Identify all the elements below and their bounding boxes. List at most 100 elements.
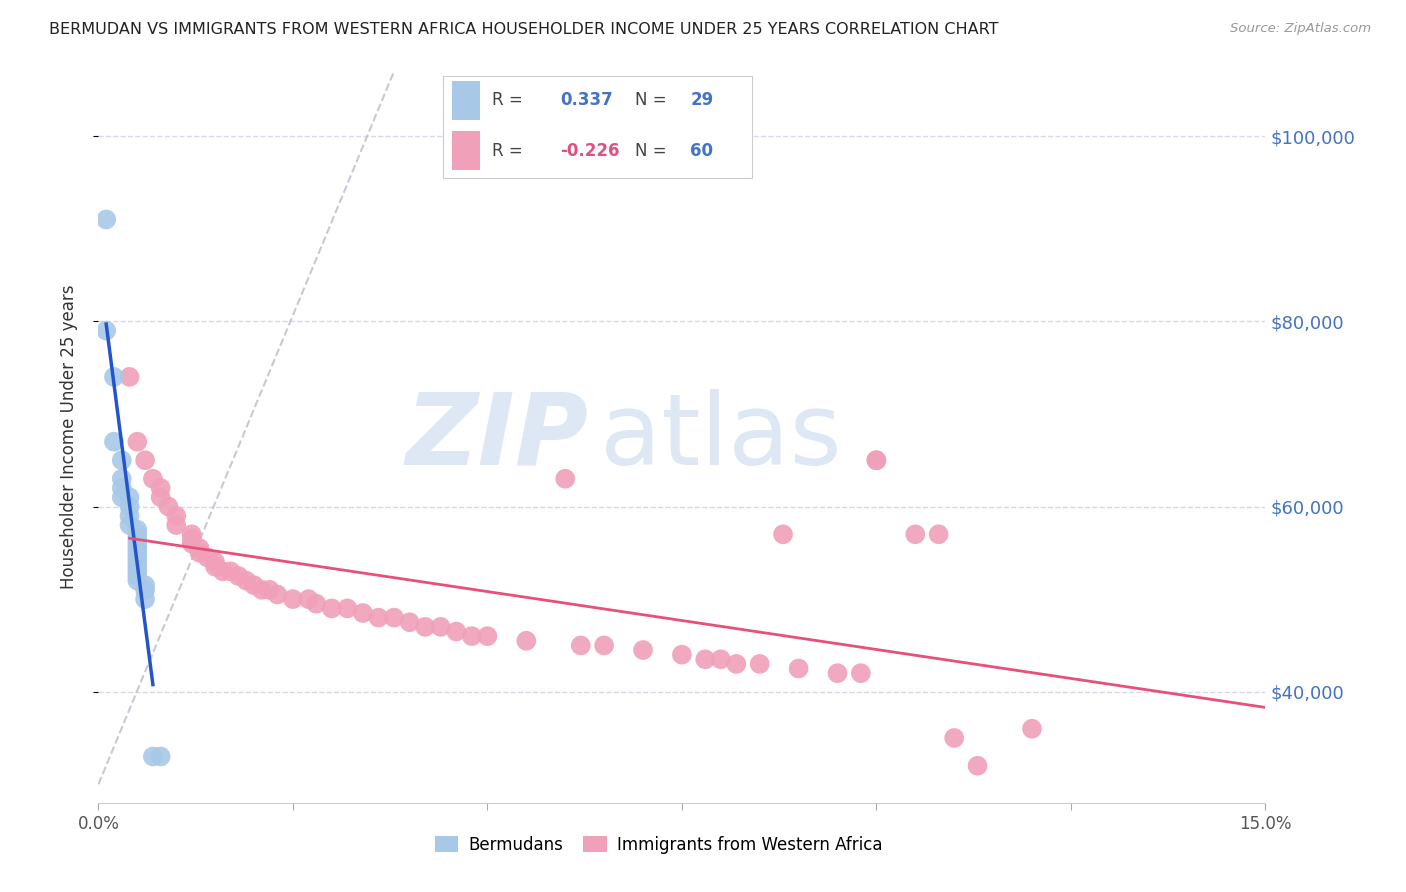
Point	[943, 731, 966, 745]
Point	[134, 582, 156, 597]
FancyBboxPatch shape	[453, 81, 479, 120]
Point	[695, 652, 717, 666]
Point	[477, 629, 499, 643]
Point	[398, 615, 420, 630]
Point	[228, 569, 250, 583]
Point	[928, 527, 950, 541]
Point	[297, 592, 319, 607]
Point	[149, 481, 172, 495]
Point	[103, 370, 125, 384]
Point	[461, 629, 484, 643]
Point	[865, 453, 887, 467]
Point	[748, 657, 770, 671]
Point	[127, 536, 149, 550]
Point	[569, 639, 592, 653]
Text: 0.337: 0.337	[561, 92, 613, 110]
Point	[118, 500, 141, 514]
Point	[142, 472, 165, 486]
Point	[127, 565, 149, 579]
Point	[188, 541, 211, 556]
Point	[127, 541, 149, 556]
Point	[127, 550, 149, 565]
Point	[367, 610, 389, 624]
Text: ZIP: ZIP	[405, 389, 589, 485]
Point	[281, 592, 304, 607]
Point	[180, 536, 202, 550]
Point	[321, 601, 343, 615]
Text: N =: N =	[634, 142, 666, 160]
Point	[250, 582, 273, 597]
Point	[111, 490, 134, 504]
FancyBboxPatch shape	[453, 131, 479, 170]
Point	[865, 453, 887, 467]
Point	[111, 481, 134, 495]
Point	[266, 587, 288, 601]
Point	[243, 578, 266, 592]
Point	[710, 652, 733, 666]
Point	[127, 527, 149, 541]
Point	[204, 559, 226, 574]
Point	[165, 508, 187, 523]
Point	[336, 601, 359, 615]
Point	[111, 453, 134, 467]
Point	[827, 666, 849, 681]
Point	[515, 633, 537, 648]
Point	[305, 597, 328, 611]
Point	[352, 606, 374, 620]
Point	[671, 648, 693, 662]
Y-axis label: Householder Income Under 25 years: Householder Income Under 25 years	[59, 285, 77, 590]
Text: atlas: atlas	[600, 389, 842, 485]
Point	[195, 550, 218, 565]
Point	[149, 490, 172, 504]
Point	[127, 559, 149, 574]
Point	[554, 472, 576, 486]
Point	[165, 518, 187, 533]
Point	[118, 370, 141, 384]
Point	[235, 574, 257, 588]
Text: 60: 60	[690, 142, 713, 160]
Point	[413, 620, 436, 634]
Point	[127, 532, 149, 546]
Point	[118, 508, 141, 523]
Point	[429, 620, 451, 634]
Point	[127, 569, 149, 583]
Point	[96, 324, 118, 338]
Point	[127, 434, 149, 449]
Point	[259, 582, 281, 597]
Point	[904, 527, 927, 541]
Text: 29: 29	[690, 92, 714, 110]
Point	[103, 434, 125, 449]
Text: R =: R =	[492, 92, 523, 110]
Point	[127, 574, 149, 588]
Point	[134, 578, 156, 592]
Point	[382, 610, 405, 624]
Point	[180, 532, 202, 546]
Text: R =: R =	[492, 142, 523, 160]
Text: BERMUDAN VS IMMIGRANTS FROM WESTERN AFRICA HOUSEHOLDER INCOME UNDER 25 YEARS COR: BERMUDAN VS IMMIGRANTS FROM WESTERN AFRI…	[49, 22, 998, 37]
Point	[188, 546, 211, 560]
Point	[134, 453, 156, 467]
Text: N =: N =	[634, 92, 666, 110]
Point	[219, 565, 242, 579]
Point	[127, 523, 149, 537]
Point	[127, 555, 149, 569]
Point	[593, 639, 616, 653]
Point	[134, 592, 156, 607]
Text: -0.226: -0.226	[561, 142, 620, 160]
Point	[180, 527, 202, 541]
Point	[142, 749, 165, 764]
Point	[111, 472, 134, 486]
Point	[1021, 722, 1043, 736]
Text: Source: ZipAtlas.com: Source: ZipAtlas.com	[1230, 22, 1371, 36]
Point	[204, 555, 226, 569]
Point	[446, 624, 468, 639]
Point	[966, 758, 988, 772]
Point	[212, 565, 235, 579]
Point	[157, 500, 180, 514]
Point	[725, 657, 748, 671]
Point	[118, 518, 141, 533]
Point	[96, 212, 118, 227]
Point	[787, 661, 810, 675]
Point	[849, 666, 872, 681]
Legend: Bermudans, Immigrants from Western Africa: Bermudans, Immigrants from Western Afric…	[429, 829, 889, 860]
